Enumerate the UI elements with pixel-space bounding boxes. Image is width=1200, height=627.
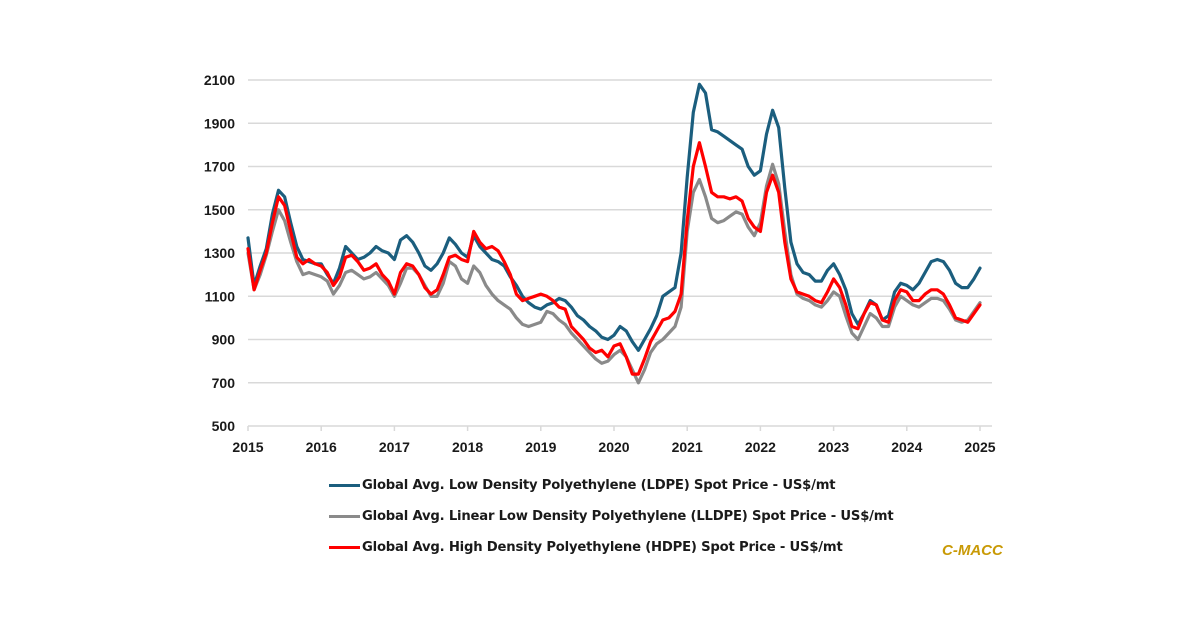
x-tick-label: 2016	[306, 439, 337, 455]
y-tick-label: 900	[212, 332, 236, 348]
legend-item-ldpe: Global Avg. Low Density Polyethylene (LD…	[329, 470, 893, 501]
y-tick-label: 500	[212, 418, 236, 434]
y-tick-label: 1300	[204, 245, 235, 261]
legend-item-hdpe: Global Avg. High Density Polyethylene (H…	[329, 532, 893, 563]
x-axis: 2015 2016 2017 2018 2019 2020 2021 2022 2023 2024…	[232, 426, 996, 455]
x-tick-label: 2024	[891, 439, 922, 455]
series-line-hdpe	[246, 141, 982, 376]
x-tick-label: 2020	[598, 439, 629, 455]
legend-label-hdpe: Global Avg. High Density Polyethylene (H…	[362, 540, 843, 555]
legend: Global Avg. Low Density Polyethylene (LD…	[329, 470, 894, 563]
x-tick-label: 2018	[452, 439, 483, 455]
y-tick-label: 1700	[204, 159, 235, 175]
x-tick-label: 2021	[672, 439, 703, 455]
legend-label-ldpe: Global Avg. Low Density Polyethylene (LD…	[362, 478, 836, 493]
series-lines	[246, 82, 982, 385]
y-tick-label: 1500	[204, 202, 235, 218]
x-tick-label: 2019	[525, 439, 556, 455]
x-tick-label: 2017	[379, 439, 410, 455]
legend-item-lldpe: Global Avg. Linear Low Density Polyethyl…	[329, 501, 894, 532]
gridlines	[248, 79, 992, 427]
legend-swatch-hdpe	[329, 546, 360, 549]
y-tick-label: 2100	[204, 72, 235, 88]
legend-label-lldpe: Global Avg. Linear Low Density Polyethyl…	[362, 509, 894, 524]
x-tick-label: 2025	[964, 439, 995, 455]
series-line-ldpe	[246, 82, 982, 352]
x-tick-label: 2015	[232, 439, 263, 455]
x-tick-label: 2022	[745, 439, 776, 455]
y-tick-label: 1100	[205, 288, 236, 304]
y-axis: 500 700 900 1100 1300 1500 1700 1900 2100	[204, 72, 235, 434]
y-tick-label: 1900	[204, 115, 235, 131]
x-tick-label: 2023	[818, 439, 849, 455]
y-tick-label: 700	[212, 375, 236, 391]
series-line-lldpe	[246, 162, 982, 385]
source-label: C-MACC	[942, 542, 1003, 559]
legend-swatch-ldpe	[329, 484, 360, 487]
legend-swatch-lldpe	[329, 515, 360, 518]
